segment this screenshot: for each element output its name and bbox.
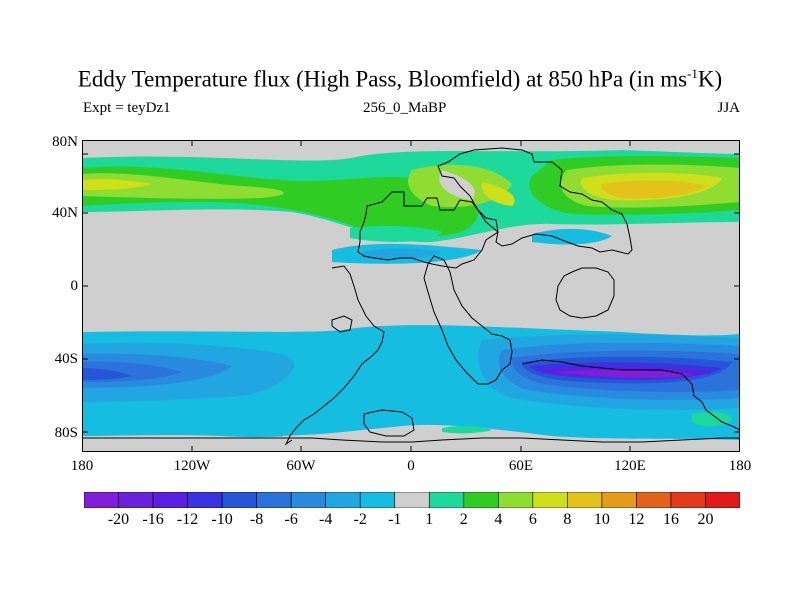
colorbar-swatch	[290, 492, 326, 508]
colorbar-label: -20	[107, 511, 130, 528]
colorbar-swatch	[670, 492, 706, 508]
colorbar-swatch	[325, 492, 361, 508]
colorbar-swatch	[118, 492, 154, 508]
colorbar-label: -8	[249, 511, 264, 528]
colorbar-swatch	[532, 492, 568, 508]
lon-tick-0: 0	[407, 458, 415, 474]
time-label: 256_0_MaBP	[363, 100, 447, 116]
lon-tick-180w: 180	[70, 458, 94, 474]
colorbar-swatch	[394, 492, 430, 508]
tick-marks	[82, 140, 740, 452]
colorbar-swatch	[567, 492, 603, 508]
colorbar-swatch	[428, 492, 465, 508]
continent-outlines	[82, 147, 740, 446]
colorbar-label: 12	[628, 511, 645, 528]
experiment-label: Expt = teyDz1	[83, 100, 171, 116]
colorbar-swatch	[152, 492, 188, 508]
colorbar-swatch	[601, 492, 637, 508]
colorbar-swatch	[221, 492, 257, 508]
colorbar-label: 1	[425, 511, 434, 528]
colorbar-swatch	[463, 492, 499, 508]
season-label: JJA	[717, 100, 740, 116]
colorbar-label: -12	[176, 511, 199, 528]
nh-flux-field	[82, 150, 740, 243]
flux-map	[82, 140, 740, 452]
lat-tick-40n: 40N	[52, 205, 78, 221]
colorbar-label: -1	[388, 511, 402, 528]
colorbar-swatch	[256, 492, 292, 508]
lat-tick-40s: 40S	[54, 351, 78, 367]
colorbar-label: -4	[319, 511, 333, 528]
colorbar	[84, 492, 740, 508]
colorbar-label: 16	[662, 511, 679, 528]
lon-tick-180e: 180	[728, 458, 752, 474]
colorbar-swatch	[498, 492, 534, 508]
colorbar-label: -16	[142, 511, 164, 528]
colorbar-label: 4	[494, 511, 503, 528]
colorbar-label: 20	[697, 511, 714, 528]
lat-tick-0: 0	[70, 278, 79, 294]
lon-tick-60w: 60W	[286, 458, 316, 474]
plot-title: Eddy Temperature flux (High Pass, Bloomf…	[77, 66, 723, 92]
lon-tick-120w: 120W	[173, 458, 211, 474]
lat-tick-80s: 80S	[54, 425, 78, 441]
colorbar-swatch	[636, 492, 672, 508]
colorbar-label: 2	[459, 511, 468, 528]
lon-tick-60e: 60E	[508, 458, 534, 474]
colorbar-label: 6	[528, 511, 537, 528]
colorbar-label: 10	[593, 511, 610, 528]
colorbar-label: 8	[563, 511, 572, 528]
lon-tick-120e: 120E	[614, 458, 646, 474]
colorbar-label: -10	[211, 511, 233, 528]
colorbar-swatch	[187, 492, 223, 508]
colorbar-swatch	[705, 492, 740, 508]
nh-negative-field	[332, 228, 612, 264]
colorbar-swatch	[359, 492, 396, 508]
colorbar-swatch	[84, 492, 119, 508]
colorbar-label: -6	[284, 511, 298, 528]
lat-tick-80n: 80N	[52, 134, 78, 150]
colorbar-label: -2	[353, 511, 367, 528]
